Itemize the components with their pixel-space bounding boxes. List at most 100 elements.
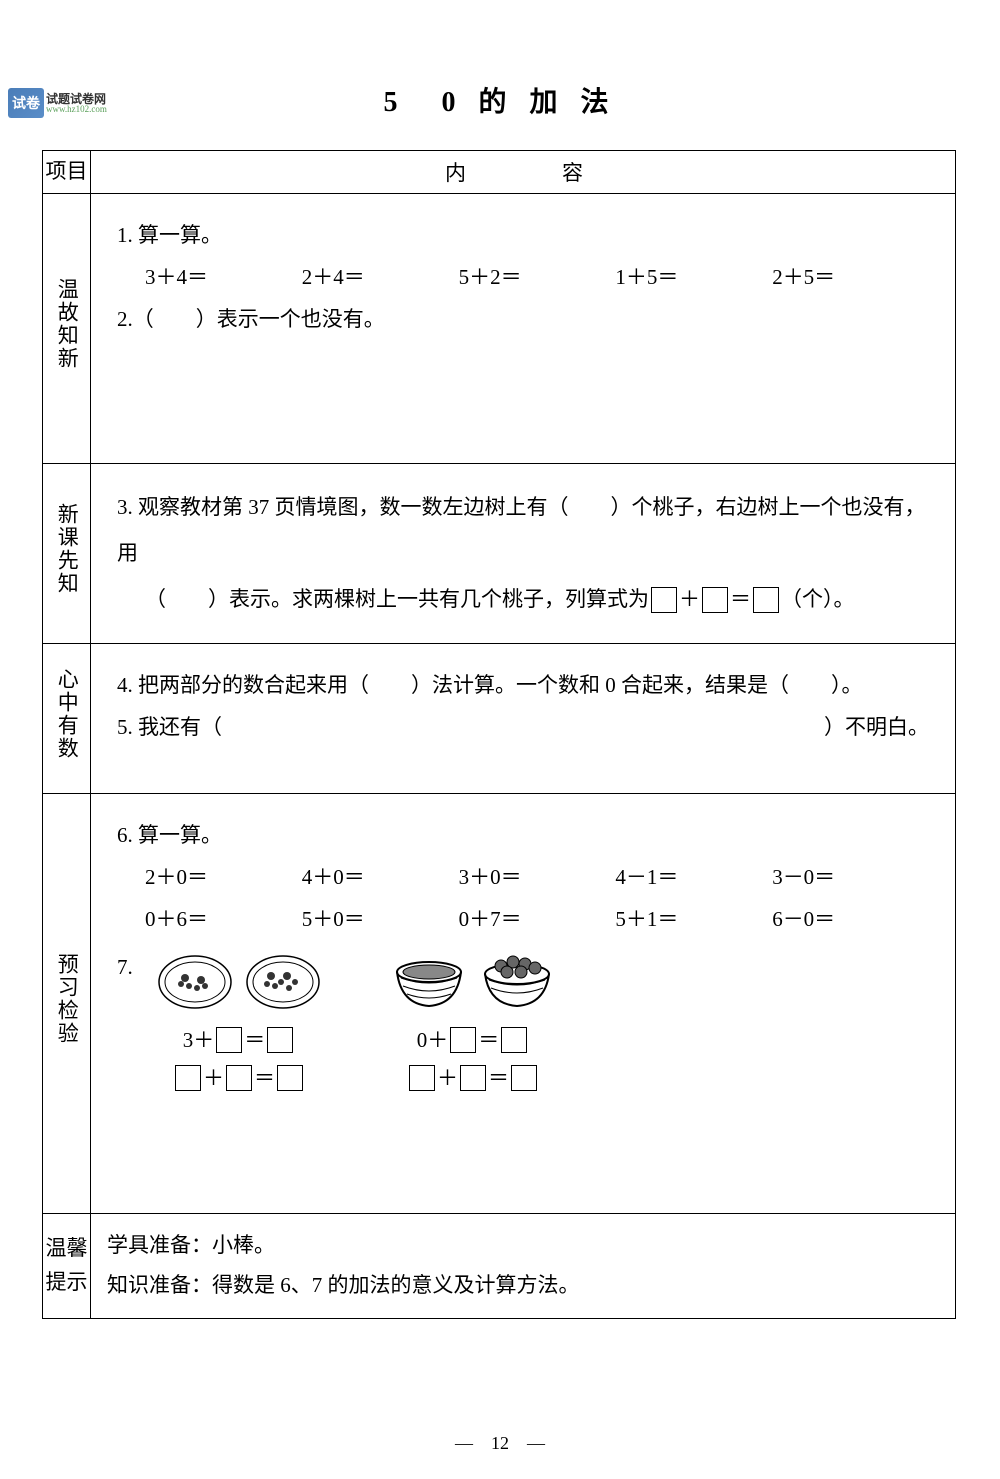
q6-r2-1: 0＋6＝ — [145, 898, 302, 940]
plus-sign: ＋ — [437, 1066, 458, 1090]
header-col2-text: 内 容 — [445, 161, 601, 185]
section-1-content: 1. 算一算。 3＋4＝ 2＋4＝ 5＋2＝ 1＋5＝ 2＋5＝ 2.（ ）表示… — [91, 194, 956, 464]
q7: 7. — [117, 946, 929, 1098]
section-3-content: 4. 把两部分的数合起来用（ ）法计算。一个数和 0 合起来，结果是（ ）。 5… — [91, 644, 956, 794]
section-3-label-text: 心中有数 — [52, 668, 81, 760]
section-4-label-text: 预习检验 — [52, 953, 81, 1045]
q3-line-b: （ ）表示。求两棵树上一共有几个桃子，列算式为 ＋ ＝ （个）。 — [117, 576, 929, 622]
section-1-label: 温故知新 — [43, 194, 91, 464]
q6-r1-1: 2＋0＝ — [145, 856, 302, 898]
q7-images-1 — [157, 954, 321, 1010]
answer-box[interactable] — [651, 587, 677, 613]
answer-box[interactable] — [216, 1027, 242, 1053]
answer-box[interactable] — [277, 1065, 303, 1091]
plate-icon — [245, 954, 321, 1010]
section-5-content: 学具准备：小棒。 知识准备：得数是 6、7 的加法的意义及计算方法。 — [91, 1214, 956, 1319]
eq-prefix: 0＋ — [417, 1028, 449, 1052]
plus-sign: ＋ — [203, 1066, 224, 1090]
worksheet-table: 项目 内 容 温故知新 1. 算一算。 3＋4＝ 2＋4＝ 5＋2＝ 1＋5＝ … — [42, 150, 956, 1319]
section-1-row: 温故知新 1. 算一算。 3＋4＝ 2＋4＝ 5＋2＝ 1＋5＝ 2＋5＝ 2.… — [43, 194, 956, 464]
q2: 2.（ ）表示一个也没有。 — [117, 298, 929, 340]
page-title: 5 0 的 加 法 — [0, 80, 1000, 120]
page-number: — 12 — — [0, 1429, 1000, 1455]
section-2-label: 新课先知 — [43, 464, 91, 644]
q1-calc-3: 5＋2＝ — [459, 256, 616, 298]
logo-cn: 试题试卷网 — [46, 93, 107, 105]
section-4-content: 6. 算一算。 2＋0＝ 4＋0＝ 3＋0＝ 4－1＝ 3－0＝ 0＋6＝ 5＋… — [91, 794, 956, 1214]
q7-eq-2b: ＋＝ — [407, 1060, 539, 1098]
eq-prefix: 3＋ — [183, 1028, 215, 1052]
section-2-row: 新课先知 3. 观察教材第 37 页情境图，数一数左边树上有（ ）个桃子，右边树… — [43, 464, 956, 644]
section-3-label: 心中有数 — [43, 644, 91, 794]
answer-box[interactable] — [267, 1027, 293, 1053]
q7-label: 7. — [117, 946, 147, 988]
q5-post: ）不明白。 — [824, 706, 929, 748]
equals-sign: ＝ — [244, 1028, 265, 1052]
q7-container: 3＋＝ ＋＝ — [157, 954, 555, 1098]
q7-eq-2a: 0＋ ＝ — [417, 1022, 530, 1060]
q6-r1-2: 4＋0＝ — [302, 856, 459, 898]
logo-url: www.hz102.com — [46, 105, 107, 114]
q4: 4. 把两部分的数合起来用（ ）法计算。一个数和 0 合起来，结果是（ ）。 — [117, 664, 929, 706]
plate-icon — [157, 954, 233, 1010]
q3b-post: （个）。 — [781, 587, 855, 611]
q7-eq-1b: ＋＝ — [173, 1060, 305, 1098]
section-4-row: 预习检验 6. 算一算。 2＋0＝ 4＋0＝ 3＋0＝ 4－1＝ 3－0＝ 0＋… — [43, 794, 956, 1214]
q6-row2: 0＋6＝ 5＋0＝ 0＋7＝ 5＋1＝ 6－0＝ — [145, 898, 929, 940]
equals-sign: ＝ — [254, 1066, 275, 1090]
s5-line-2: 知识准备：得数是 6、7 的加法的意义及计算方法。 — [107, 1266, 939, 1306]
q1-calc-2: 2＋4＝ — [302, 256, 459, 298]
basket-full-icon — [479, 954, 555, 1010]
q7-eq-1a: 3＋ ＝ — [183, 1022, 296, 1060]
plus-sign: ＋ — [679, 587, 700, 611]
section-3-row: 心中有数 4. 把两部分的数合起来用（ ）法计算。一个数和 0 合起来，结果是（… — [43, 644, 956, 794]
q1-label: 1. 算一算。 — [117, 214, 929, 256]
q1-calc-1: 3＋4＝ — [145, 256, 302, 298]
q7-images-2 — [391, 954, 555, 1010]
section-4-label: 预习检验 — [43, 794, 91, 1214]
answer-box[interactable] — [409, 1065, 435, 1091]
q3-line-a: 3. 观察教材第 37 页情境图，数一数左边树上有（ ）个桃子，右边树上一个也没… — [117, 484, 929, 576]
s5-line-1: 学具准备：小棒。 — [107, 1226, 939, 1266]
section-5-row: 温馨 提示 学具准备：小棒。 知识准备：得数是 6、7 的加法的意义及计算方法。 — [43, 1214, 956, 1319]
section-2-label-text: 新课先知 — [52, 503, 81, 595]
equals-sign: ＝ — [478, 1028, 499, 1052]
answer-box[interactable] — [702, 587, 728, 613]
section-2-content: 3. 观察教材第 37 页情境图，数一数左边树上有（ ）个桃子，右边树上一个也没… — [91, 464, 956, 644]
q6-r1-4: 4－1＝ — [615, 856, 772, 898]
q7-group-1: 3＋＝ ＋＝ — [157, 954, 321, 1098]
header-col1: 项目 — [43, 151, 91, 194]
header-col2: 内 容 — [91, 151, 956, 194]
q6-r2-2: 5＋0＝ — [302, 898, 459, 940]
answer-box[interactable] — [226, 1065, 252, 1091]
logo-icon: 试卷 — [8, 88, 44, 118]
section-1-label-text: 温故知新 — [52, 278, 81, 370]
q1-calc-4: 1＋5＝ — [615, 256, 772, 298]
answer-box[interactable] — [501, 1027, 527, 1053]
logo-text: 试题试卷网 www.hz102.com — [46, 93, 107, 114]
answer-box[interactable] — [450, 1027, 476, 1053]
q6-r2-4: 5＋1＝ — [615, 898, 772, 940]
answer-box[interactable] — [511, 1065, 537, 1091]
site-logo: 试卷 试题试卷网 www.hz102.com — [8, 88, 107, 118]
q6-r2-3: 0＋7＝ — [459, 898, 616, 940]
answer-box[interactable] — [460, 1065, 486, 1091]
equals-sign: ＝ — [488, 1066, 509, 1090]
header-row: 项目 内 容 — [43, 151, 956, 194]
q6-r2-5: 6－0＝ — [772, 898, 929, 940]
q6-row1: 2＋0＝ 4＋0＝ 3＋0＝ 4－1＝ 3－0＝ — [145, 856, 929, 898]
q3b-pre: （ ）表示。求两棵树上一共有几个桃子，列算式为 — [145, 587, 649, 611]
q1-calc-row: 3＋4＝ 2＋4＝ 5＋2＝ 1＋5＝ 2＋5＝ — [145, 256, 929, 298]
equals-sign: ＝ — [730, 587, 751, 611]
answer-box[interactable] — [175, 1065, 201, 1091]
q5: 5. 我还有（ ）不明白。 — [117, 706, 929, 748]
q6-r1-5: 3－0＝ — [772, 856, 929, 898]
q7-group-2: 0＋＝ ＋＝ — [391, 954, 555, 1098]
section-5-label-2: 提示 — [43, 1266, 90, 1300]
q5-pre: 5. 我还有（ — [117, 706, 222, 748]
answer-box[interactable] — [753, 587, 779, 613]
section-5-label: 温馨 提示 — [43, 1214, 91, 1319]
section-5-label-1: 温馨 — [43, 1232, 90, 1266]
q6-r1-3: 3＋0＝ — [459, 856, 616, 898]
basket-empty-icon — [391, 954, 467, 1010]
